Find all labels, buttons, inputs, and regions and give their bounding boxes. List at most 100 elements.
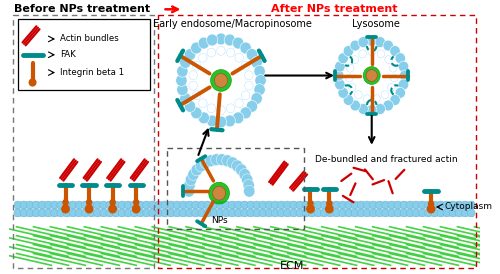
Circle shape: [345, 201, 352, 209]
Bar: [13, 15, 154, 268]
Circle shape: [327, 201, 332, 206]
Circle shape: [290, 201, 298, 209]
Circle shape: [240, 42, 252, 54]
Circle shape: [136, 209, 144, 217]
Circle shape: [190, 107, 202, 119]
Circle shape: [180, 209, 187, 217]
Circle shape: [247, 201, 254, 209]
Circle shape: [130, 209, 138, 217]
Circle shape: [216, 201, 224, 209]
Text: Integrin beta 1: Integrin beta 1: [60, 68, 124, 77]
Text: Early endosome/Macropinosome: Early endosome/Macropinosome: [153, 19, 312, 29]
Circle shape: [332, 201, 340, 209]
Circle shape: [112, 209, 120, 217]
Circle shape: [462, 209, 469, 217]
Circle shape: [339, 201, 346, 209]
Text: FAK: FAK: [60, 50, 76, 59]
Circle shape: [244, 185, 255, 197]
Circle shape: [246, 100, 258, 112]
Circle shape: [167, 209, 174, 217]
Circle shape: [376, 209, 383, 217]
Circle shape: [357, 209, 365, 217]
Circle shape: [400, 209, 407, 217]
Circle shape: [124, 201, 132, 209]
Circle shape: [346, 64, 354, 72]
Circle shape: [443, 201, 450, 209]
Circle shape: [204, 209, 212, 217]
Circle shape: [192, 209, 200, 217]
Circle shape: [406, 201, 414, 209]
Text: Lysosome: Lysosome: [352, 19, 401, 29]
Circle shape: [207, 104, 216, 113]
Circle shape: [406, 209, 414, 217]
Circle shape: [390, 64, 397, 72]
Circle shape: [174, 201, 181, 209]
Circle shape: [210, 201, 218, 209]
Circle shape: [20, 209, 28, 217]
Circle shape: [94, 201, 101, 209]
Circle shape: [44, 201, 52, 209]
Circle shape: [412, 209, 420, 217]
Circle shape: [290, 209, 298, 217]
Circle shape: [86, 200, 92, 205]
Circle shape: [437, 209, 444, 217]
Circle shape: [240, 107, 252, 119]
Circle shape: [308, 201, 313, 206]
Circle shape: [320, 201, 328, 209]
Circle shape: [184, 179, 195, 191]
Circle shape: [210, 154, 222, 165]
Circle shape: [307, 205, 314, 213]
Circle shape: [50, 209, 58, 217]
Circle shape: [112, 201, 120, 209]
Circle shape: [94, 209, 101, 217]
Circle shape: [334, 79, 345, 90]
Circle shape: [364, 201, 371, 209]
Circle shape: [191, 164, 202, 176]
Circle shape: [418, 209, 426, 217]
Circle shape: [259, 209, 266, 217]
Circle shape: [20, 201, 28, 209]
Text: Cytoplasm: Cytoplasm: [444, 202, 492, 212]
Circle shape: [184, 100, 196, 112]
Circle shape: [176, 75, 187, 86]
Circle shape: [418, 201, 426, 209]
Circle shape: [142, 209, 150, 217]
Circle shape: [198, 112, 209, 124]
Circle shape: [382, 201, 390, 209]
Circle shape: [155, 201, 162, 209]
Circle shape: [443, 209, 450, 217]
Circle shape: [390, 46, 400, 56]
Circle shape: [357, 201, 365, 209]
Circle shape: [206, 115, 218, 127]
Circle shape: [334, 70, 344, 81]
Circle shape: [345, 209, 352, 217]
Circle shape: [302, 209, 310, 217]
Circle shape: [339, 209, 346, 217]
Circle shape: [198, 209, 205, 217]
Circle shape: [155, 209, 162, 217]
Circle shape: [118, 201, 126, 209]
Circle shape: [372, 95, 380, 103]
Circle shape: [82, 201, 89, 209]
Circle shape: [326, 209, 334, 217]
Circle shape: [255, 75, 266, 86]
Circle shape: [350, 100, 360, 111]
Circle shape: [390, 74, 398, 82]
Circle shape: [338, 53, 348, 64]
Circle shape: [343, 46, 353, 56]
Circle shape: [192, 61, 200, 70]
Circle shape: [14, 209, 22, 217]
Circle shape: [251, 93, 262, 104]
Circle shape: [106, 209, 114, 217]
Circle shape: [109, 205, 116, 213]
Circle shape: [232, 112, 244, 124]
Circle shape: [50, 201, 58, 209]
Circle shape: [296, 201, 304, 209]
Circle shape: [468, 209, 475, 217]
Circle shape: [296, 209, 304, 217]
Circle shape: [376, 201, 383, 209]
Circle shape: [383, 40, 394, 51]
Circle shape: [235, 99, 244, 108]
Circle shape: [149, 209, 156, 217]
Circle shape: [186, 201, 193, 209]
